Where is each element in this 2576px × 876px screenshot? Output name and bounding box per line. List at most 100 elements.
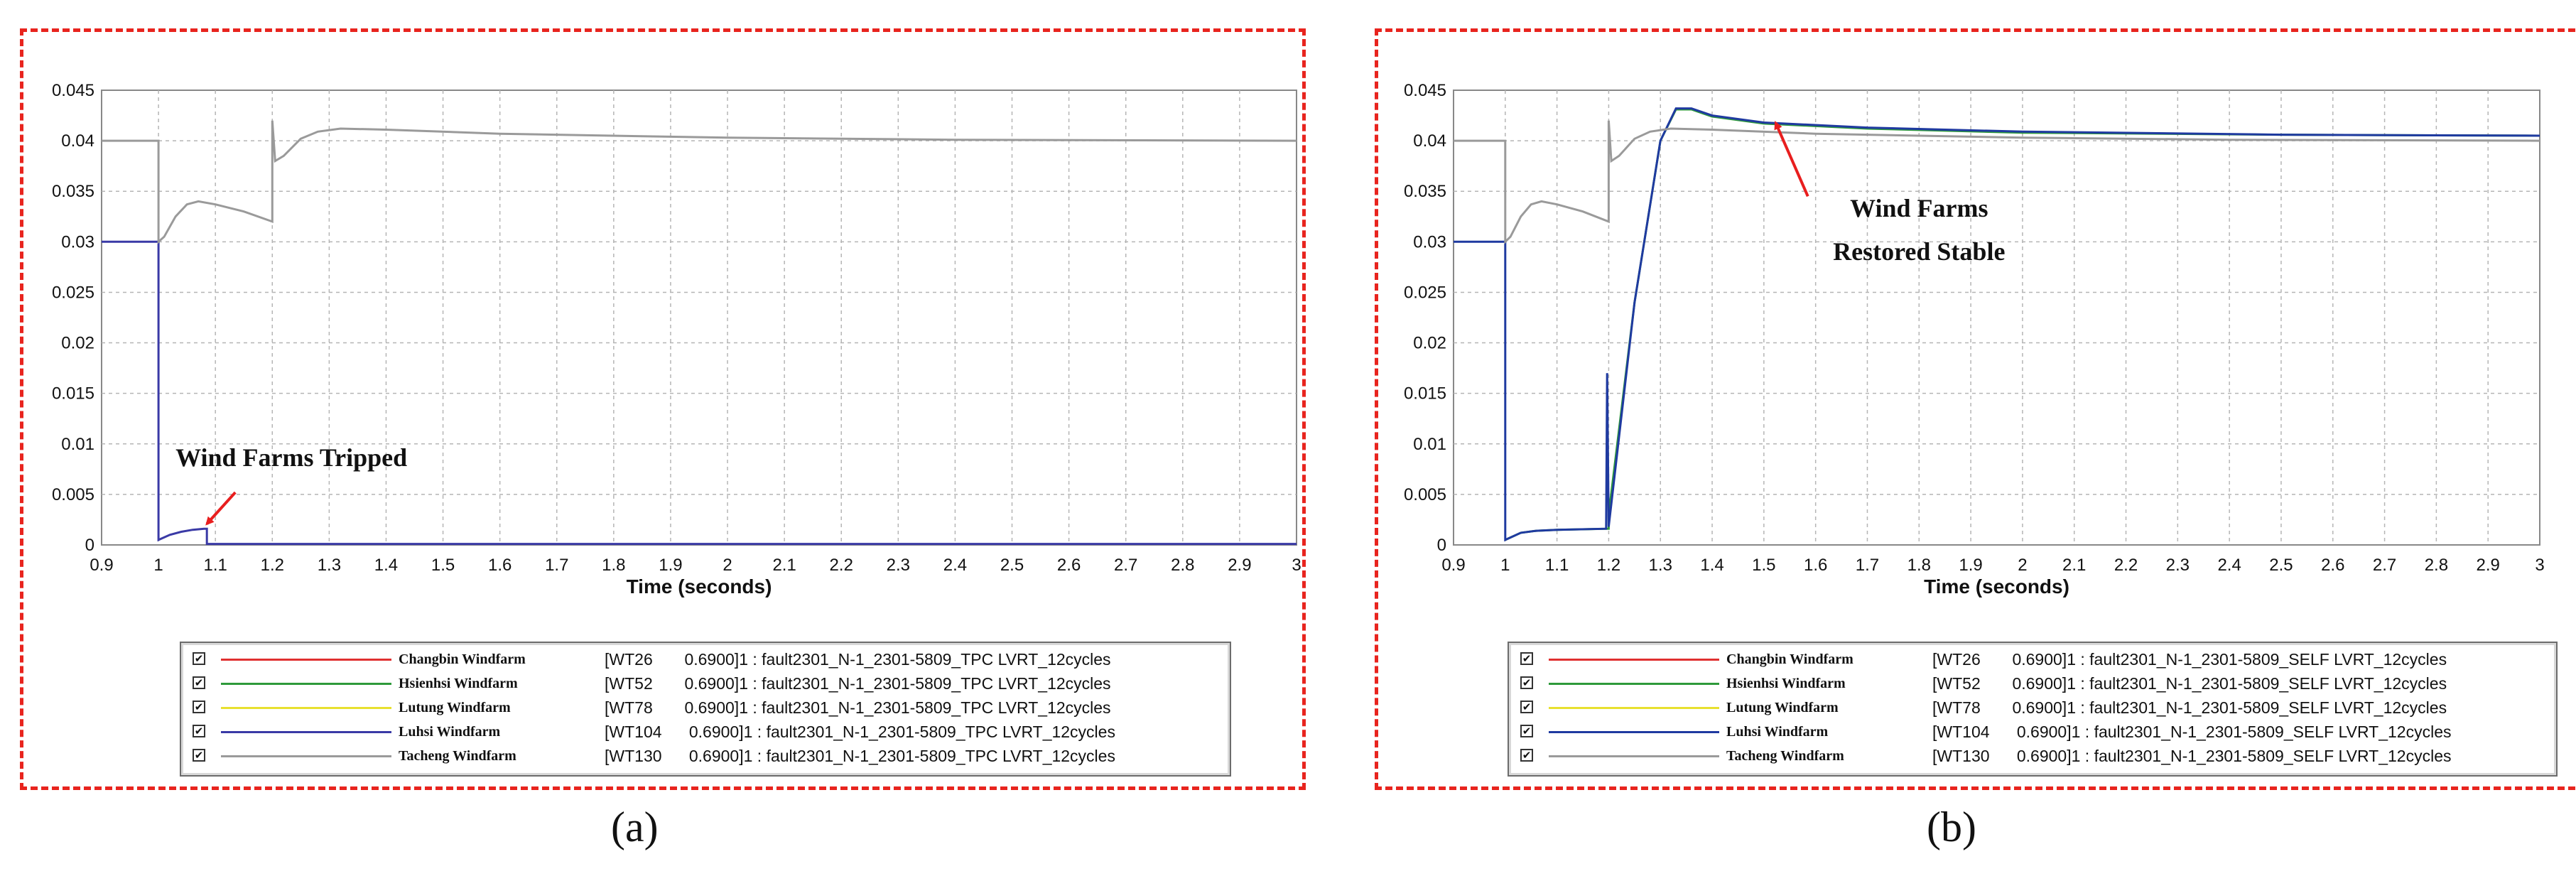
legend-checkbox[interactable]: ✔: [193, 749, 205, 762]
legend-series-name: Tacheng Windfarm: [1726, 748, 1844, 764]
legend-series-name: Changbin Windfarm: [1726, 651, 1853, 667]
legend-checkbox[interactable]: ✔: [1520, 652, 1533, 665]
legend-row: ✔ Luhsi Windfarm [WT104 0.6900]1 : fault…: [1520, 721, 2543, 744]
annotation-text: Wind Farms: [1850, 194, 1988, 222]
legend-checkbox[interactable]: ✔: [1520, 725, 1533, 737]
x-tick-label: 1.7: [1856, 556, 1879, 575]
x-tick-label: 1.5: [431, 556, 455, 575]
legend-b: ✔ Changbin Windfarm [WT26 0.6900]1 : fau…: [1508, 642, 2558, 777]
x-tick-label: 3: [1292, 556, 1301, 575]
panel-a: 0.9 1 1.1 1.2 1.3 1.4 1.5 1.6 1.7 1.8 1.9 2 2.1 2.2 2.…: [20, 28, 1306, 790]
y-tick-label: 0.045: [1404, 81, 1446, 100]
x-tick-label: 2.8: [2425, 556, 2448, 575]
legend-checkbox[interactable]: ✔: [193, 701, 205, 713]
legend-series-desc: [WT130 0.6900]1 : fault2301_N-1_2301-580…: [605, 747, 1115, 765]
annotation-text: Restored Stable: [1833, 237, 2005, 266]
y-tick-label: 0.02: [1413, 334, 1446, 353]
x-tick-label: 2.5: [1000, 556, 1024, 575]
y-tick-label: 0.025: [1404, 283, 1446, 302]
y-tick-label: 0.03: [61, 232, 94, 252]
y-tick-label: 0.005: [52, 485, 94, 504]
legend-checkbox[interactable]: ✔: [1520, 676, 1533, 689]
plot-area: [1453, 90, 2540, 546]
y-tick-label: 0: [1437, 536, 1446, 555]
x-tick-label: 1.5: [1752, 556, 1775, 575]
y-tick-label: 0: [85, 536, 94, 555]
series-line: [102, 240, 1297, 546]
legend-series-name: Luhsi Windfarm: [399, 724, 501, 740]
x-tick-label: 1.9: [659, 556, 682, 575]
x-tick-label: 2.2: [830, 556, 853, 575]
x-tick-label: 1.6: [488, 556, 512, 575]
legend-series-desc: [WT52 0.6900]1 : fault2301_N-1_2301-5809…: [605, 674, 1111, 693]
x-tick-label: 1.2: [1597, 556, 1620, 575]
y-tick-label: 0.04: [61, 131, 94, 151]
y-tick-label: 0.035: [52, 182, 94, 201]
legend-series-desc: [WT52 0.6900]1 : fault2301_N-1_2301-5809…: [1932, 674, 2447, 693]
x-tick-label: 1.6: [1804, 556, 1827, 575]
legend-row: ✔ Tacheng Windfarm [WT130 0.6900]1 : fau…: [1520, 745, 2543, 768]
x-tick-label: 2.1: [2062, 556, 2086, 575]
x-tick-label: 2.3: [2166, 556, 2190, 575]
legend-series-name: Lutung Windfarm: [399, 700, 511, 715]
y-tick-label: 0.005: [1404, 485, 1446, 504]
x-tick-label: 1: [1500, 556, 1510, 575]
y-tick-label: 0.015: [52, 384, 94, 404]
legend-checkbox[interactable]: ✔: [193, 652, 205, 665]
x-tick-label: 2.1: [772, 556, 796, 575]
panel-label-b: (b): [1927, 804, 1976, 850]
y-tick-label: 0.025: [52, 283, 94, 302]
legend-series-name: Changbin Windfarm: [399, 651, 526, 667]
annotation-text: Wind Farms Tripped: [175, 443, 407, 472]
panel-b: 0.9 1 1.1 1.2 1.3 1.4 1.5 1.6 1.7 1.8 1.9 2 2.1 2.2 2.…: [1375, 28, 2576, 790]
chart-a: 0.9 1 1.1 1.2 1.3 1.4 1.5 1.6 1.7 1.8 1.9 2 2.1 2.2 2.…: [52, 81, 1301, 597]
legend-row: ✔ Tacheng Windfarm [WT130 0.6900]1 : fau…: [193, 745, 1216, 768]
legend-row: ✔ Hsienhsi Windfarm [WT52 0.6900]1 : fau…: [193, 673, 1216, 696]
annotation-arrow: [205, 491, 237, 526]
legend-row: ✔ Lutung Windfarm [WT78 0.6900]1 : fault…: [1520, 697, 2543, 720]
x-tick-label: 1.3: [318, 556, 341, 575]
x-tick-label: 2.4: [943, 556, 967, 575]
x-tick-label: 2.6: [2321, 556, 2344, 575]
x-tick-label: 0.9: [1441, 556, 1465, 575]
x-tick-label: 1.4: [374, 556, 398, 575]
legend-series-desc: [WT130 0.6900]1 : fault2301_N-1_2301-580…: [1932, 747, 2452, 765]
x-tick-label: 1.1: [1545, 556, 1569, 575]
legend-checkbox[interactable]: ✔: [1520, 749, 1533, 762]
chart-b: 0.9 1 1.1 1.2 1.3 1.4 1.5 1.6 1.7 1.8 1.9 2 2.1 2.2 2.…: [1404, 81, 2545, 597]
x-tick-label: 2.8: [1171, 556, 1194, 575]
x-axis-label: Time (seconds): [1924, 575, 2069, 597]
legend-checkbox[interactable]: ✔: [1520, 701, 1533, 713]
legend-checkbox[interactable]: ✔: [193, 725, 205, 737]
series-line: [102, 120, 1297, 244]
legend-series-desc: [WT104 0.6900]1 : fault2301_N-1_2301-580…: [605, 723, 1115, 741]
x-tick-label: 2.4: [2217, 556, 2241, 575]
x-tick-label: 1.1: [204, 556, 227, 575]
y-tick-label: 0.01: [1413, 435, 1446, 454]
legend-row: ✔ Lutung Windfarm [WT78 0.6900]1 : fault…: [193, 697, 1216, 720]
x-tick-label: 1.9: [1959, 556, 1982, 575]
x-tick-label: 2.3: [887, 556, 910, 575]
legend-swatch: [1549, 755, 1719, 757]
y-tick-label: 0.03: [1413, 232, 1446, 252]
legend-series-desc: [WT26 0.6900]1 : fault2301_N-1_2301-5809…: [605, 650, 1111, 669]
legend-swatch: [221, 659, 391, 661]
x-tick-label: 1.4: [1700, 556, 1723, 575]
legend-swatch: [1549, 707, 1719, 709]
legend-row: ✔ Changbin Windfarm [WT26 0.6900]1 : fau…: [193, 649, 1216, 671]
x-tick-label: 2.2: [2114, 556, 2138, 575]
x-tick-label: 2.5: [2269, 556, 2293, 575]
x-tick-label: 2.7: [1114, 556, 1137, 575]
legend-series-name: Hsienhsi Windfarm: [399, 676, 518, 691]
y-tick-label: 0.035: [1404, 182, 1446, 201]
legend-series-name: Hsienhsi Windfarm: [1726, 676, 1846, 691]
legend-checkbox[interactable]: ✔: [193, 676, 205, 689]
panel-label-a: (a): [611, 804, 659, 850]
legend-series-desc: [WT78 0.6900]1 : fault2301_N-1_2301-5809…: [1932, 698, 2447, 717]
x-tick-label: 1: [153, 556, 163, 575]
legend-series-name: Tacheng Windfarm: [399, 748, 516, 764]
y-tick-label: 0.04: [1413, 131, 1446, 151]
x-tick-label: 1.8: [1907, 556, 1931, 575]
legend-row: ✔ Hsienhsi Windfarm [WT52 0.6900]1 : fau…: [1520, 673, 2543, 696]
legend-row: ✔ Changbin Windfarm [WT26 0.6900]1 : fau…: [1520, 649, 2543, 671]
